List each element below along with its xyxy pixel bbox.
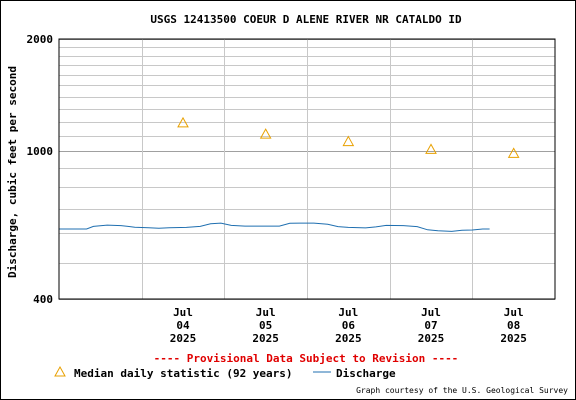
legend-triangle-icon	[54, 365, 66, 377]
legend-median-label: Median daily statistic (92 years)	[74, 367, 293, 380]
x-tick-label: 07	[424, 319, 437, 332]
x-tick-label: 04	[176, 319, 190, 332]
credit-text: Graph courtesy of the U.S. Geological Su…	[356, 386, 568, 395]
discharge-series-line	[59, 222, 490, 232]
median-point	[342, 135, 355, 147]
x-tick-label: 2025	[170, 332, 197, 345]
x-tick-label: 06	[342, 319, 356, 332]
x-tick-label: Jul	[421, 306, 441, 319]
median-point	[177, 116, 189, 128]
x-tick-label: Jul	[504, 306, 524, 319]
chart-title: USGS 12413500 COEUR D ALENE RIVER NR CAT…	[150, 13, 462, 26]
y-tick-label: 400	[33, 293, 53, 306]
legend: Median daily statistic (92 years) Discha…	[54, 365, 396, 380]
x-tick-label: 05	[259, 319, 272, 332]
provisional-notice: ---- Provisional Data Subject to Revisio…	[154, 352, 459, 365]
y-axis-label: Discharge, cubic feet per second	[6, 66, 19, 278]
y-tick-label: 2000	[27, 33, 54, 46]
x-tick-label: Jul	[173, 306, 193, 319]
x-tick-label: 08	[507, 319, 520, 332]
plot-area-border	[58, 38, 556, 300]
series-layer	[59, 116, 520, 232]
x-tick-label: 2025	[252, 332, 279, 345]
x-tick-label: Jul	[256, 306, 276, 319]
y-tick-label: 1000	[27, 145, 54, 158]
x-tick-label: 2025	[418, 332, 445, 345]
median-point	[507, 147, 520, 158]
legend-discharge-label: Discharge	[336, 367, 396, 380]
y-tick-labels: 2000 1000 400	[27, 33, 54, 306]
x-tick-label: Jul	[338, 306, 358, 319]
median-point	[259, 128, 272, 139]
x-tick-label: 2025	[335, 332, 362, 345]
x-tick-labels: Jul042025Jul052025Jul062025Jul072025Jul0…	[170, 306, 527, 345]
grid	[59, 39, 555, 300]
median-point	[425, 143, 437, 154]
x-tick-label: 2025	[500, 332, 527, 345]
